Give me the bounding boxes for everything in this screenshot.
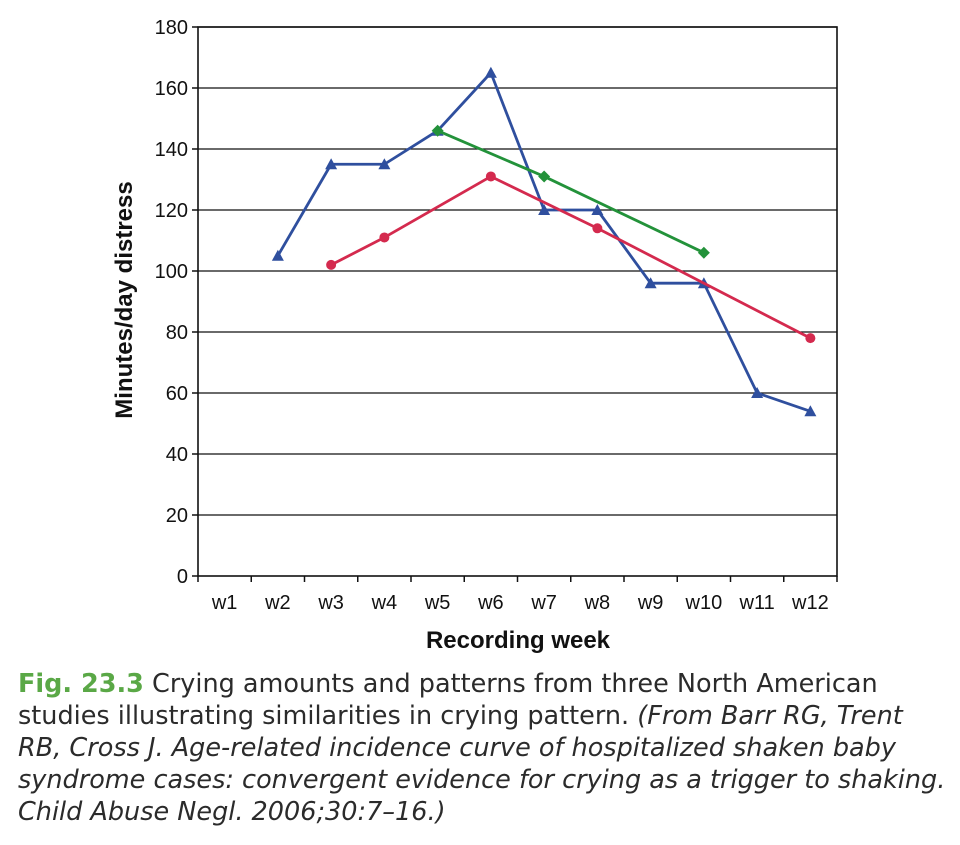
data-point-triangle: [591, 204, 604, 215]
x-tick-label: w12: [791, 592, 829, 614]
y-axis-ticks: 0 20 40 60 80 100 120 140 160 180: [155, 17, 198, 588]
data-point-diamond: [431, 124, 444, 137]
data-point-diamond: [538, 170, 551, 183]
x-tick-label: w11: [739, 592, 775, 614]
y-tick-label: 40: [166, 444, 188, 466]
x-axis-ticks: w1 w2 w3 w4 w5 w6 w7 w8 w9 w10 w11 w12: [197, 576, 838, 614]
data-point-circle: [592, 223, 603, 234]
x-axis-title: Recording week: [426, 627, 611, 654]
series-3: [431, 124, 710, 259]
data-point-diamond: [697, 246, 710, 259]
figure-number: Fig. 23.3: [18, 669, 144, 699]
x-tick-label: w9: [637, 592, 664, 614]
x-tick-label: w6: [477, 592, 504, 614]
x-tick-label: w1: [211, 592, 238, 614]
data-point-circle: [485, 171, 496, 182]
data-series: [271, 66, 817, 417]
y-tick-label: 80: [166, 322, 188, 344]
y-tick-label: 100: [155, 261, 188, 283]
data-point-triangle: [751, 387, 764, 398]
gridlines: [198, 26, 837, 516]
x-tick-label: w2: [264, 592, 291, 614]
series-line: [330, 175, 812, 340]
y-tick-label: 160: [155, 78, 188, 100]
data-point-triangle: [325, 158, 338, 170]
x-tick-label: w10: [685, 592, 723, 614]
caption-source: (From Barr RG, Trent RB, Cross J. Age-re…: [18, 701, 946, 827]
series-1: [271, 66, 817, 417]
x-tick-label: w4: [371, 592, 398, 614]
data-point-circle: [326, 259, 337, 270]
data-point-triangle: [538, 204, 551, 215]
y-tick-label: 180: [155, 17, 188, 39]
x-tick-label: w7: [530, 592, 557, 614]
x-tick-label: w5: [424, 592, 451, 614]
x-tick-label: w3: [317, 592, 344, 614]
figure-caption: Fig. 23.3 Crying amounts and patterns fr…: [18, 668, 948, 828]
data-point-triangle: [484, 66, 497, 78]
data-point-triangle: [271, 249, 284, 261]
y-tick-label: 0: [177, 566, 188, 588]
caption-text: Crying amounts and patterns from three N…: [18, 669, 878, 731]
series-2: [326, 171, 816, 344]
data-point-circle: [805, 333, 816, 344]
y-axis-title: Minutes/day distress: [111, 181, 138, 418]
data-point-circle: [379, 232, 390, 243]
y-tick-label: 120: [155, 200, 188, 222]
series-line: [276, 71, 811, 413]
y-tick-label: 20: [166, 505, 188, 527]
x-tick-label: w8: [584, 592, 611, 614]
data-point-triangle: [804, 405, 817, 417]
y-tick-label: 140: [155, 139, 188, 161]
data-point-triangle: [644, 277, 657, 289]
data-point-triangle: [378, 158, 391, 170]
y-tick-label: 60: [166, 383, 188, 405]
